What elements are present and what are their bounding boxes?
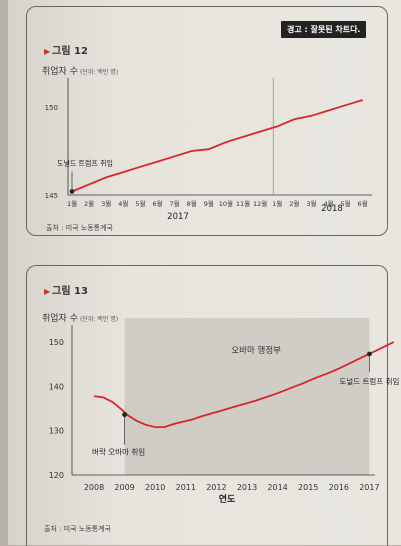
fig12-y-tick-label: 145 (45, 192, 58, 200)
figure-12-tag: ▶ 그림 12 (44, 42, 88, 57)
fig13-x-tick-label: 2016 (329, 483, 349, 492)
warning-badge: 경고 : 잘못된 차트다. (281, 21, 367, 38)
fig12-annotation: 도널드 트럼프 취임 (57, 158, 113, 167)
fig13-shade-label: 오바마 행정부 (231, 345, 281, 356)
fig13-y-tick-label: 140 (49, 382, 64, 391)
figure-13-tag: ▶ 그림 13 (44, 282, 88, 297)
fig12-x-tick-label: 8월 (187, 199, 197, 208)
fig12-x-tick-label: 7월 (170, 199, 180, 208)
fig12-x-tick-label: 10월 (219, 199, 233, 208)
fig13-x-tick-label: 2013 (237, 483, 257, 492)
figure-13-frame (26, 265, 388, 546)
fig13-x-tick-label: 2009 (114, 483, 134, 492)
fig13-y-tick-label: 150 (49, 338, 64, 347)
fig13-y-tick-label: 130 (49, 427, 64, 436)
fig13-x-tick-label: 2010 (145, 483, 165, 492)
fig13-trump-annotation: 도널드 트럼프 취임 (339, 377, 399, 386)
fig12-x-tick-label: 4월 (323, 199, 333, 208)
fig13-x-axis-title: 연도 (219, 494, 236, 505)
triangle-icon: ▶ (44, 47, 51, 56)
figure-12-source: 출처 : 미국 노동통계국 (46, 224, 113, 232)
fig13-obama-shade (124, 318, 370, 475)
fig12-x-tick-label: 3월 (101, 199, 111, 208)
fig12-x-tick-label: 9월 (204, 199, 214, 208)
figure-12-ylabel-unit: (단위: 백만 명) (79, 69, 119, 76)
fig12-year-label: 2018 (321, 204, 343, 214)
fig13-x-tick-label: 2008 (84, 483, 104, 492)
fig12-x-tick-label: 6월 (358, 199, 368, 208)
fig12-x-tick-label: 5월 (135, 199, 145, 208)
fig13-x-tick-label: 2012 (206, 483, 226, 492)
fig12-series-line (71, 99, 363, 193)
figure-13-tag-text: 그림 13 (52, 286, 88, 297)
fig12-x-tick-label: 6월 (152, 199, 162, 208)
fig12-x-tick-label: 1월 (67, 199, 77, 208)
fig13-obama-annotation: 버락 오바마 취임 (92, 447, 145, 457)
fig12-x-tick-label: 3월 (306, 199, 316, 208)
fig12-year-label: 2017 (167, 212, 189, 222)
figure-13-source: 출처 : 미국 노동통계국 (44, 525, 111, 533)
fig12-x-tick-label: 2월 (289, 199, 299, 208)
fig12-x-tick-label: 11월 (236, 199, 250, 208)
fig12-x-tick-label: 12월 (253, 199, 267, 208)
triangle-icon: ▶ (44, 287, 51, 296)
figure-12-tag-text: 그림 12 (52, 46, 88, 57)
fig12-x-tick-label: 5월 (341, 199, 351, 208)
fig12-y-tick-label: 150 (45, 104, 58, 112)
fig12-inauguration-marker (69, 189, 75, 194)
figure-12-frame (26, 6, 388, 236)
fig12-x-tick-label: 4월 (118, 199, 128, 208)
fig13-y-tick-label: 120 (49, 471, 64, 480)
figure-12-ylabel-text: 취업자 수 (42, 67, 78, 77)
fig13-series-line (93, 341, 395, 428)
fig13-x-tick-label: 2011 (176, 483, 196, 492)
figure-13-ylabel: 취업자 수 (단위: 백만 명) (42, 311, 118, 324)
fig13-x-tick-label: 2015 (298, 483, 318, 492)
fig13-x-tick-label: 2014 (267, 483, 287, 492)
fig12-x-tick-label: 1월 (272, 199, 282, 208)
figure-13-ylabel-unit: (단위: 백만 명) (79, 316, 119, 323)
fig13-x-tick-label: 2017 (359, 483, 379, 492)
figure-12-ylabel: 취업자 수 (단위: 백만 명) (42, 64, 118, 77)
figure-13-ylabel-text: 취업자 수 (42, 314, 78, 324)
fig12-x-tick-label: 2월 (84, 199, 94, 208)
